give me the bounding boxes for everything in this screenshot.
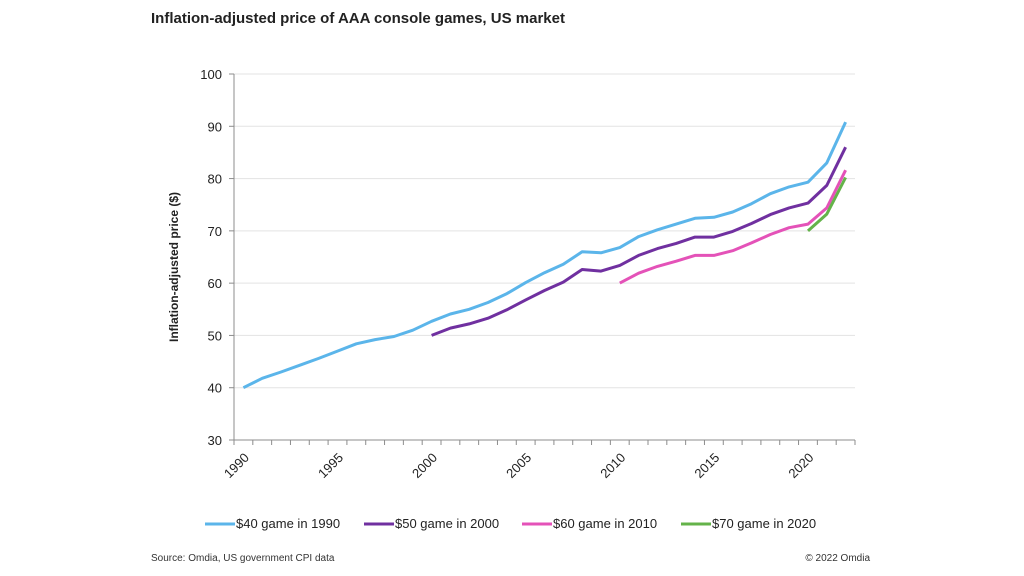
y-tick-label-30: 30 xyxy=(208,433,222,448)
series-line-4 xyxy=(807,176,847,233)
series-line-2 xyxy=(431,146,847,337)
y-tick-label-70: 70 xyxy=(208,224,222,239)
chart-title: Inflation-adjusted price of AAA console … xyxy=(151,10,565,27)
legend-label-4: $70 game in 2020 xyxy=(712,516,816,531)
x-tick-label-1995: 1995 xyxy=(315,450,346,481)
y-axis-label: Inflation-adjusted price ($) xyxy=(167,192,181,342)
legend-label-3: $60 game in 2010 xyxy=(553,516,657,531)
x-tick-label-2005: 2005 xyxy=(503,450,534,481)
series-line-3 xyxy=(619,169,847,285)
y-tick-label-80: 80 xyxy=(208,172,222,187)
y-tick-label-60: 60 xyxy=(208,276,222,291)
legend-label-1: $40 game in 1990 xyxy=(236,516,340,531)
y-tick-label-100: 100 xyxy=(200,67,222,82)
x-tick-label-2020: 2020 xyxy=(785,450,816,481)
series-line-1 xyxy=(242,121,847,390)
x-tick-label-2000: 2000 xyxy=(409,450,440,481)
y-tick-label-90: 90 xyxy=(208,119,222,134)
x-tick-label-2015: 2015 xyxy=(691,450,722,481)
source-note: Source: Omdia, US government CPI data xyxy=(151,553,335,564)
x-tick-label-1990: 1990 xyxy=(221,450,252,481)
x-tick-label-2010: 2010 xyxy=(597,450,628,481)
copyright-note: © 2022 Omdia xyxy=(805,553,870,564)
legend-label-2: $50 game in 2000 xyxy=(395,516,499,531)
y-tick-label-50: 50 xyxy=(208,328,222,343)
y-tick-label-40: 40 xyxy=(208,381,222,396)
